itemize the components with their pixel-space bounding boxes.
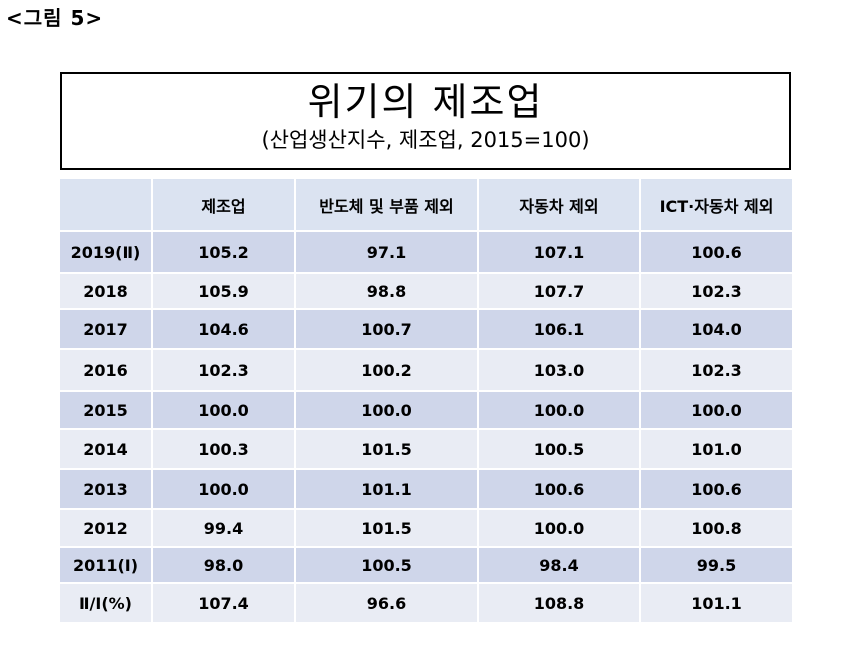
cell-value: 104.0	[640, 309, 794, 350]
table-row: 2016 102.3 100.2 103.0 102.3	[60, 349, 794, 392]
header-cell-excl-ict-auto: ICT·자동차 제외	[640, 179, 794, 232]
cell-value: 100.8	[640, 509, 794, 548]
header-row: 제조업 반도체 및 부품 제외 자동차 제외 ICT·자동차 제외	[60, 179, 794, 232]
cell-value: 100.2	[295, 349, 479, 392]
cell-value: 100.6	[478, 469, 641, 510]
row-year: 2015	[60, 391, 153, 430]
cell-value: 100.5	[295, 547, 479, 584]
table-row: 2014 100.3 101.5 100.5 101.0	[60, 429, 794, 470]
cell-value: 103.0	[478, 349, 641, 392]
cell-value: 100.0	[152, 469, 296, 510]
cell-value: 107.1	[478, 231, 641, 274]
title-box: 위기의 제조업 (산업생산지수, 제조업, 2015=100)	[60, 72, 791, 170]
cell-value: 104.6	[152, 309, 296, 350]
table-title: 위기의 제조업	[307, 80, 544, 124]
header-cell-manufacturing: 제조업	[152, 179, 296, 232]
cell-value: 98.8	[295, 273, 479, 310]
table-row: 2011(Ⅰ) 98.0 100.5 98.4 99.5	[60, 547, 794, 584]
table-subtitle: (산업생산지수, 제조업, 2015=100)	[261, 128, 590, 152]
row-year: Ⅱ/Ⅰ(%)	[60, 583, 153, 624]
cell-value: 106.1	[478, 309, 641, 350]
cell-value: 99.5	[640, 547, 794, 584]
row-year: 2016	[60, 349, 153, 392]
cell-value: 97.1	[295, 231, 479, 274]
table-row: Ⅱ/Ⅰ(%) 107.4 96.6 108.8 101.1	[60, 583, 794, 624]
table-row: 2013 100.0 101.1 100.6 100.6	[60, 469, 794, 510]
index-table: 제조업 반도체 및 부품 제외 자동차 제외 ICT·자동차 제외 2019(Ⅱ…	[60, 179, 794, 624]
row-year: 2014	[60, 429, 153, 470]
row-year: 2012	[60, 509, 153, 548]
cell-value: 107.7	[478, 273, 641, 310]
cell-value: 108.8	[478, 583, 641, 624]
cell-value: 101.0	[640, 429, 794, 470]
cell-value: 101.5	[295, 509, 479, 548]
cell-value: 100.6	[640, 469, 794, 510]
header-cell-excl-semiconductor: 반도체 및 부품 제외	[295, 179, 479, 232]
table-row: 2015 100.0 100.0 100.0 100.0	[60, 391, 794, 430]
cell-value: 102.3	[152, 349, 296, 392]
table-row: 2017 104.6 100.7 106.1 104.0	[60, 309, 794, 350]
cell-value: 100.0	[478, 509, 641, 548]
header-cell-excl-auto: 자동차 제외	[478, 179, 641, 232]
cell-value: 101.1	[295, 469, 479, 510]
cell-value: 100.0	[295, 391, 479, 430]
figure-label: <그림 5>	[6, 6, 104, 30]
header-cell-empty	[60, 179, 153, 232]
cell-value: 101.5	[295, 429, 479, 470]
cell-value: 98.0	[152, 547, 296, 584]
cell-value: 100.3	[152, 429, 296, 470]
row-year: 2011(Ⅰ)	[60, 547, 153, 584]
cell-value: 107.4	[152, 583, 296, 624]
row-year: 2013	[60, 469, 153, 510]
cell-value: 98.4	[478, 547, 641, 584]
cell-value: 96.6	[295, 583, 479, 624]
row-year: 2018	[60, 273, 153, 310]
cell-value: 100.6	[640, 231, 794, 274]
table-row: 2012 99.4 101.5 100.0 100.8	[60, 509, 794, 548]
cell-value: 100.7	[295, 309, 479, 350]
cell-value: 105.2	[152, 231, 296, 274]
cell-value: 100.0	[152, 391, 296, 430]
cell-value: 102.3	[640, 349, 794, 392]
table-row: 2019(Ⅱ) 105.2 97.1 107.1 100.6	[60, 231, 794, 274]
row-year: 2019(Ⅱ)	[60, 231, 153, 274]
row-year: 2017	[60, 309, 153, 350]
cell-value: 100.0	[478, 391, 641, 430]
cell-value: 105.9	[152, 273, 296, 310]
cell-value: 100.0	[640, 391, 794, 430]
table-row: 2018 105.9 98.8 107.7 102.3	[60, 273, 794, 310]
cell-value: 101.1	[640, 583, 794, 624]
cell-value: 100.5	[478, 429, 641, 470]
cell-value: 102.3	[640, 273, 794, 310]
cell-value: 99.4	[152, 509, 296, 548]
